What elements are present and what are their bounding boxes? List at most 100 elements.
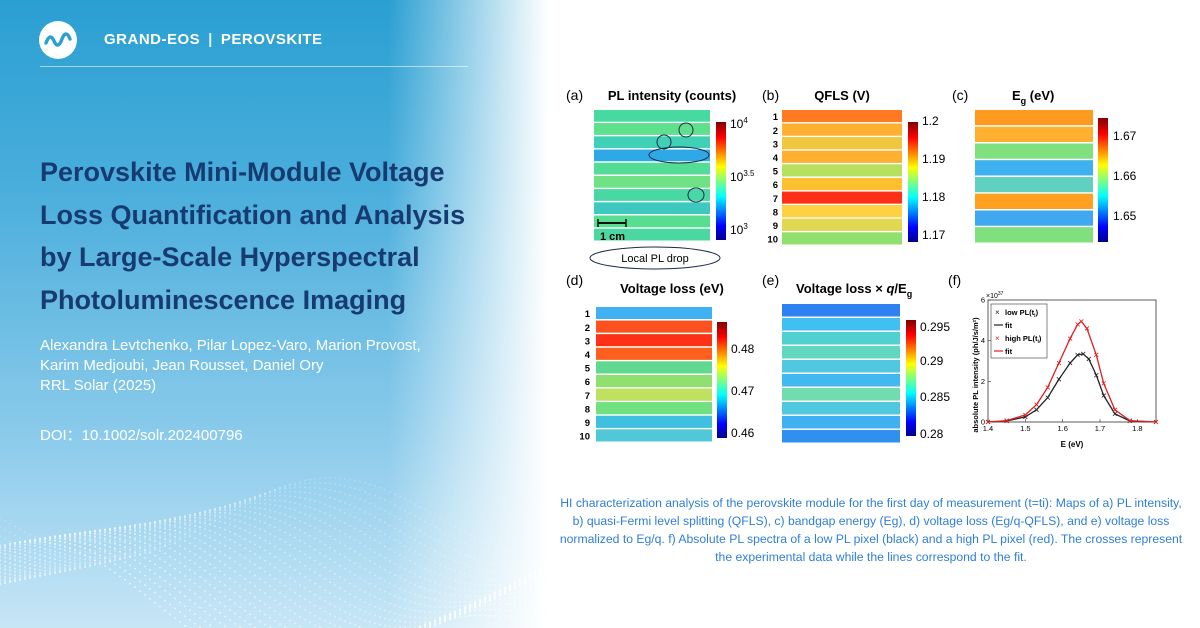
left-panel: GRAND-EOS | PEROVSKITE Perovskite Mini-Mod…: [0, 0, 548, 628]
map-stripe: [596, 375, 712, 388]
data-point: [1080, 351, 1086, 357]
row-number: 8: [773, 207, 778, 218]
map-stripe: [594, 162, 710, 175]
brand-topic: PEROVSKITE: [220, 31, 323, 48]
data-point: [1004, 418, 1009, 423]
data-point: [1112, 411, 1118, 417]
data-point: [1112, 407, 1118, 413]
data-point: [1045, 385, 1051, 390]
map-stripe: [594, 149, 710, 162]
y-tick-label: 0: [981, 418, 985, 427]
row-number: 1: [585, 309, 591, 320]
data-point: [1075, 352, 1080, 358]
brand-name: GRAND-EOS: [104, 31, 201, 48]
map-stripe: [782, 332, 900, 345]
panel-title: Voltage loss (eV): [620, 281, 724, 296]
map-stripe: [596, 320, 712, 333]
colorbar-tick: 1.66: [1113, 169, 1137, 183]
y-axis-label: absolute PL intensity (ph/J/s/m²): [971, 317, 980, 433]
data-point: [1153, 419, 1159, 425]
map-stripe: [594, 123, 710, 135]
map-stripe: [596, 402, 712, 415]
brand-header: GRAND-EOS | PEROVSKITE: [104, 31, 323, 48]
panel-title: QFLS (V): [814, 88, 870, 103]
legend-entry: fit: [1005, 347, 1013, 356]
panel-label: (f): [948, 272, 961, 288]
panel-label: (a): [566, 87, 583, 103]
row-number: 4: [773, 153, 779, 164]
row-number: 6: [585, 377, 590, 388]
data-point: [1056, 360, 1062, 366]
legend-entry: high PL(ti): [1005, 334, 1042, 345]
row-number: 3: [773, 139, 778, 150]
legend-entry: fit: [1005, 321, 1013, 330]
colorbar-tick: 104: [730, 116, 748, 131]
panel-e: (e) Voltage loss × q/Eg 0.295 0.29 0.285…: [762, 272, 950, 444]
row-number: 7: [773, 194, 778, 205]
map-stripe: [782, 430, 900, 443]
x-tick-label: 1.7: [1095, 424, 1105, 433]
map-stripe: [782, 164, 902, 177]
row-number: 7: [585, 391, 590, 402]
data-point: [985, 419, 991, 425]
map-stripe: [782, 218, 902, 231]
map-stripe: [975, 193, 1093, 209]
map-stripe: [975, 143, 1093, 159]
panel-label: (c): [952, 87, 968, 103]
row-number: 10: [767, 235, 778, 246]
paper-title: Perovskite Mini-Module Voltage Loss Quan…: [40, 151, 520, 321]
title-line: Photoluminescence Imaging: [40, 284, 407, 315]
paper-doi: DOI：10.1002/solr.202400796: [40, 427, 243, 444]
panel-a: (a) PL intensity (counts) 1 cm 104 103.5…: [566, 87, 755, 270]
colorbar-tick: 1.67: [1113, 129, 1137, 143]
map-stripe: [975, 110, 1093, 126]
colorbar: [717, 322, 727, 438]
annotation-ellipse: [589, 246, 721, 270]
panel-c: (c) Eg (eV) 1.67 1.66 1.65: [952, 87, 1137, 244]
pl-drop-circle: [678, 122, 694, 138]
data-point: [1067, 360, 1073, 366]
data-point: [1101, 381, 1107, 386]
data-point: [1084, 326, 1090, 331]
header-divider: [40, 66, 468, 67]
data-point: [1056, 377, 1062, 382]
author-line: Alexandra Levtchenko, Pilar Lopez-Varo, …: [40, 337, 421, 354]
x-tick-label: 1.6: [1057, 424, 1067, 433]
pl-drop-circle: [656, 134, 672, 150]
brand-separator: |: [208, 31, 213, 48]
y-tick-label: 4: [981, 336, 985, 345]
panel-label: (d): [566, 272, 583, 288]
data-point: [1127, 418, 1133, 423]
colorbar-tick: 0.295: [920, 320, 950, 334]
map-stripe: [975, 160, 1093, 176]
map-stripe: [596, 415, 712, 428]
colorbar: [1098, 118, 1108, 242]
map-stripe: [782, 416, 900, 429]
x-axis-label: E (eV): [1061, 440, 1084, 449]
row-number: 10: [579, 432, 590, 443]
colorbar-tick: 1.65: [1113, 209, 1137, 223]
data-point: [1093, 372, 1099, 378]
data-point: [1086, 356, 1092, 362]
map-stripe: [596, 388, 712, 401]
map-stripe: [975, 126, 1093, 142]
map-stripe: [782, 346, 900, 359]
map-stripe: [782, 191, 902, 204]
legend-marker: ×: [995, 334, 1000, 343]
colorbar-tick: 1.2: [922, 114, 939, 128]
map-stripe: [596, 429, 712, 442]
data-point: [1075, 322, 1080, 327]
row-number: 6: [773, 180, 778, 191]
panel-f: (f) ×1037 absolute PL intensity (ph/J/s/…: [948, 272, 1159, 449]
row-number: 9: [773, 221, 778, 232]
map-stripe: [594, 110, 710, 122]
map-stripe: [782, 374, 900, 387]
data-point: [1093, 352, 1099, 358]
grand-eos-logo-icon: [39, 21, 77, 59]
x-tick-label: 1.8: [1132, 424, 1142, 433]
map-stripe: [975, 177, 1093, 193]
paper-authors: Alexandra Levtchenko, Pilar Lopez-Varo, …: [40, 336, 510, 396]
row-number: 2: [585, 323, 590, 334]
map-stripe: [782, 137, 902, 150]
panel-fade: [388, 0, 548, 628]
